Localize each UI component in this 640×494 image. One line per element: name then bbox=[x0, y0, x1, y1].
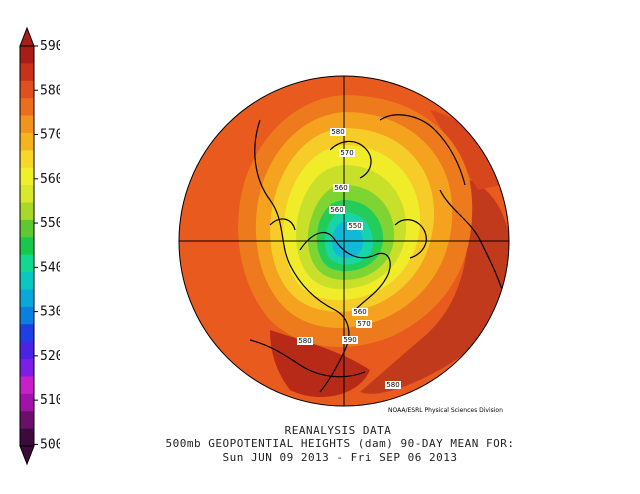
contour-label-background bbox=[342, 336, 358, 344]
colorbar-segment bbox=[20, 341, 34, 360]
colorbar-legend: 590 580 570 560 550 540 530 520 510 500 bbox=[19, 26, 60, 466]
map-border bbox=[178, 75, 510, 407]
contour-label: 580 bbox=[298, 337, 311, 345]
colorbar-segment bbox=[20, 237, 34, 256]
colorbar-segment bbox=[20, 411, 34, 430]
colorbar-segment bbox=[20, 428, 34, 447]
caption-title: REANALYSIS DATA bbox=[284, 424, 392, 437]
colorbar-segment bbox=[20, 219, 34, 238]
colorbar-segment bbox=[20, 254, 34, 273]
contour-label-background bbox=[385, 381, 401, 389]
contour-label: 550 bbox=[348, 222, 361, 230]
contour-label-background bbox=[329, 206, 345, 214]
caption-date-range: Sun JUN 09 2013 - Fri SEP 06 2013 bbox=[222, 451, 458, 464]
contour-label-background bbox=[330, 128, 346, 136]
colorbar-tick-label: 510 bbox=[40, 393, 60, 408]
colorbar-segment bbox=[20, 359, 34, 377]
contour-label-background bbox=[347, 222, 363, 230]
colorbar-segment bbox=[20, 80, 34, 99]
coastlines bbox=[249, 114, 506, 393]
contour-label: 560 bbox=[353, 308, 366, 316]
colorbar-segment bbox=[20, 46, 34, 64]
colorbar-segment bbox=[20, 167, 34, 186]
colorbar-tick-label: 520 bbox=[40, 349, 60, 364]
height-region-590-america bbox=[270, 330, 370, 398]
contour-label: 560 bbox=[330, 206, 343, 214]
height-region-590-eurasia bbox=[430, 110, 500, 190]
caption-variable: 500mb GEOPOTENTIAL HEIGHTS (dam) 90-DAY … bbox=[165, 437, 515, 450]
height-region-590-atlantic bbox=[360, 180, 509, 394]
colorbar-segment bbox=[20, 393, 34, 412]
colorbar-segment bbox=[20, 185, 34, 204]
colorbar-segment bbox=[20, 132, 34, 151]
contour-label-background bbox=[333, 184, 349, 192]
colorbar-segment bbox=[20, 289, 34, 308]
colorbar-tick-label: 540 bbox=[40, 260, 60, 275]
colorbar-tick-label: 590 bbox=[40, 39, 60, 54]
contour-label: 580 bbox=[386, 381, 399, 389]
colorbar-segment bbox=[20, 306, 34, 325]
contour-label-background bbox=[297, 337, 313, 345]
colorbar-tick-label: 580 bbox=[40, 83, 60, 98]
colorbar-segment bbox=[20, 63, 34, 82]
contour-label: 590 bbox=[343, 336, 356, 344]
data-credit: NOAA/ESRL Physical Sciences Division bbox=[388, 407, 503, 414]
colorbar-segment bbox=[20, 98, 34, 117]
colorbar-tick-label: 530 bbox=[40, 305, 60, 320]
colorbar-segment bbox=[20, 202, 34, 221]
height-region-540 bbox=[332, 222, 363, 258]
colorbar-segment bbox=[20, 150, 34, 169]
contour-label: 580 bbox=[331, 128, 344, 136]
colorbar-segment bbox=[20, 115, 34, 134]
colorbar-segment bbox=[20, 376, 34, 395]
colorbar-lower-arrow bbox=[19, 445, 35, 466]
colorbar-tick-label: 570 bbox=[40, 128, 60, 143]
contour-label-background bbox=[352, 308, 368, 316]
colorbar-segment bbox=[20, 324, 34, 343]
contour-label-background bbox=[356, 320, 372, 328]
colorbar-tick-label: 550 bbox=[40, 216, 60, 231]
colorbar-tick-label: 560 bbox=[40, 172, 60, 187]
contour-label: 570 bbox=[340, 149, 353, 157]
contour-label: 560 bbox=[334, 184, 347, 192]
colorbar-segment bbox=[20, 272, 34, 290]
colorbar-tick-label: 500 bbox=[40, 437, 60, 452]
contour-label: 570 bbox=[357, 320, 370, 328]
contour-label-background bbox=[339, 149, 355, 157]
